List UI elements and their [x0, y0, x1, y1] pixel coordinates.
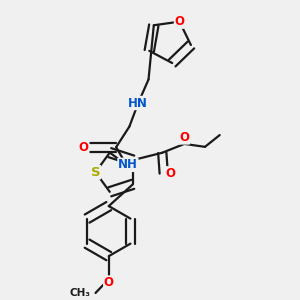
Text: HN: HN	[128, 97, 148, 110]
Text: O: O	[165, 167, 175, 180]
Text: NH: NH	[118, 158, 138, 171]
Text: O: O	[179, 131, 189, 144]
Text: O: O	[104, 276, 114, 289]
Text: O: O	[175, 15, 184, 28]
Text: O: O	[79, 141, 89, 154]
Text: CH₃: CH₃	[69, 288, 90, 298]
Text: S: S	[91, 166, 100, 179]
